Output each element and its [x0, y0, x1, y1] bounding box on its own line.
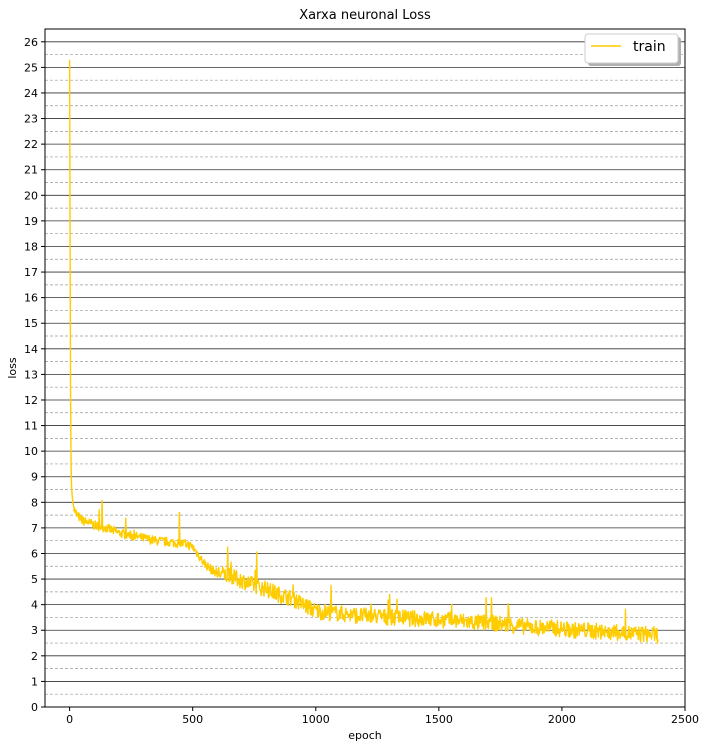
y-tick-label: 2 — [31, 650, 38, 663]
y-tick-label: 8 — [31, 496, 38, 509]
y-tick-label: 21 — [24, 164, 38, 177]
plot-frame — [44, 28, 686, 708]
y-tick-label: 24 — [24, 87, 38, 100]
series-lines — [68, 59, 659, 645]
y-tick-label: 18 — [24, 240, 38, 253]
grid-lines — [45, 41, 685, 708]
legend-label: train — [633, 39, 666, 55]
chart-title: Xarxa neuronal Loss — [299, 8, 431, 23]
y-tick-label: 11 — [24, 420, 38, 433]
y-tick-label: 0 — [31, 701, 38, 714]
y-tick-label: 17 — [24, 266, 38, 279]
y-tick-label: 4 — [31, 599, 38, 612]
y-tick-label: 26 — [24, 36, 38, 49]
y-tick-label: 3 — [31, 624, 38, 637]
y-tick-label: 23 — [24, 113, 38, 126]
x-tick-label: 2500 — [671, 713, 699, 726]
y-tick-label: 6 — [31, 547, 38, 560]
y-axis-ticks: 0123456789101112131415161718192021222324… — [24, 36, 45, 714]
y-tick-label: 13 — [24, 368, 38, 381]
y-tick-label: 7 — [31, 522, 38, 535]
x-tick-label: 1500 — [425, 713, 453, 726]
y-tick-label: 10 — [24, 445, 38, 458]
x-tick-label: 2000 — [548, 713, 576, 726]
legend-box — [584, 33, 679, 64]
y-tick-label: 20 — [24, 189, 38, 202]
y-tick-label: 5 — [31, 573, 38, 586]
x-tick-label: 1000 — [302, 713, 330, 726]
legend: train — [584, 33, 681, 66]
y-tick-label: 12 — [24, 394, 38, 407]
series-line-train — [68, 59, 659, 645]
y-axis-label: loss — [6, 357, 19, 379]
y-tick-label: 9 — [31, 471, 38, 484]
y-tick-label: 14 — [24, 343, 38, 356]
x-tick-label: 500 — [182, 713, 203, 726]
x-axis-label: epoch — [348, 729, 382, 742]
y-tick-label: 1 — [31, 675, 38, 688]
y-tick-label: 25 — [24, 61, 38, 74]
y-tick-label: 16 — [24, 292, 38, 305]
y-tick-label: 19 — [24, 215, 38, 228]
x-axis-ticks: 0 500 1000 1500 2000 2500 — [66, 707, 699, 726]
y-tick-label: 22 — [24, 138, 38, 151]
y-tick-label: 15 — [24, 317, 38, 330]
x-tick-label: 0 — [66, 713, 73, 726]
